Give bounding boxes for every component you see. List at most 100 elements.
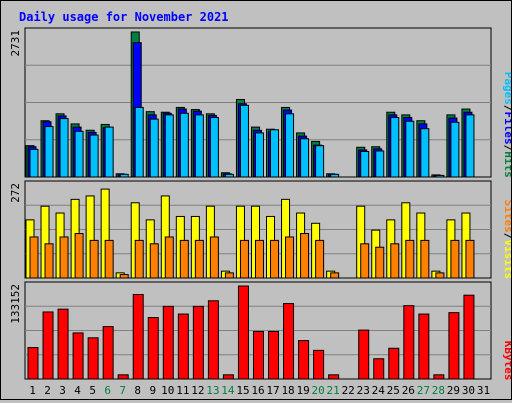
- top-bar-pages: [239, 104, 249, 178]
- top-bar-pages: [270, 129, 280, 178]
- legend-text: Hits: [502, 151, 511, 178]
- middle-bar-sites: [119, 274, 129, 279]
- middle-bar-sites: [330, 272, 340, 279]
- middle-bar-sites: [450, 239, 460, 279]
- x-tick-label: 21: [327, 384, 340, 397]
- x-tick-label: 20: [312, 384, 325, 397]
- middle-bar-sites: [270, 239, 280, 279]
- x-tick-label: 30: [462, 384, 475, 397]
- top-bar-pages: [164, 114, 174, 178]
- x-tick-label: 31: [477, 384, 490, 397]
- x-tick-label: 26: [402, 384, 415, 397]
- bottom-max-label: 133152: [9, 284, 22, 324]
- x-tick-label: 25: [387, 384, 400, 397]
- x-tick-label: 4: [74, 384, 81, 397]
- x-tick-label: 2: [44, 384, 51, 397]
- middle-legend: Sites/Visits: [502, 200, 511, 280]
- middle-bar-sites: [224, 272, 234, 279]
- bottom-bar-kbytes: [207, 300, 219, 380]
- x-tick-label: 14: [221, 384, 235, 397]
- x-tick-label: 29: [447, 384, 460, 397]
- top-bar-pages: [285, 113, 295, 178]
- bottom-bar-kbytes: [252, 331, 264, 380]
- x-tick-label: 11: [176, 384, 189, 397]
- x-tick-label: 8: [134, 384, 141, 397]
- x-tick-label: 9: [149, 384, 156, 397]
- top-bar-pages: [375, 150, 385, 178]
- bottom-bar-kbytes: [373, 358, 385, 380]
- bottom-bar-kbytes: [102, 326, 114, 380]
- x-tick-label: 16: [251, 384, 264, 397]
- middle-bar-sites: [360, 243, 370, 279]
- middle-bar-sites: [134, 239, 144, 279]
- top-bar-pages: [300, 138, 310, 178]
- top-bar-pages: [179, 112, 189, 178]
- bottom-bar-kbytes: [87, 337, 99, 380]
- middle-bar-sites: [164, 236, 174, 279]
- bottom-bar-kbytes: [147, 317, 159, 380]
- x-tick-label: 3: [59, 384, 66, 397]
- top-bar-pages: [89, 134, 99, 178]
- top-bar-pages: [254, 132, 264, 178]
- x-tick-label: 15: [236, 384, 249, 397]
- top-bar-pages: [224, 173, 234, 178]
- middle-bar-sites: [194, 239, 204, 279]
- x-tick-label: 22: [342, 384, 355, 397]
- bottom-bar-kbytes: [162, 305, 174, 380]
- legend-text: /: [502, 105, 511, 112]
- bottom-bar-kbytes: [403, 305, 415, 380]
- bottom-bar-kbytes: [313, 349, 325, 380]
- middle-bar-sites: [465, 239, 475, 279]
- bottom-bar-kbytes: [268, 331, 280, 380]
- top-legend: Pages/Files/Hits: [502, 72, 511, 178]
- x-tick-label: 23: [357, 384, 370, 397]
- top-bar-pages: [134, 106, 144, 178]
- middle-bar-sites: [435, 272, 445, 279]
- top-bar-pages: [59, 118, 69, 178]
- bottom-bar-kbytes: [117, 374, 129, 380]
- bottom-bar-kbytes: [57, 308, 69, 380]
- top-bar-pages: [44, 126, 54, 178]
- x-tick-label: 1: [29, 384, 36, 397]
- bottom-bar-kbytes: [433, 374, 445, 380]
- top-bar-pages: [194, 114, 204, 178]
- middle-bar-sites: [44, 243, 54, 279]
- legend-text: /: [502, 145, 511, 152]
- x-tick-label: 7: [119, 384, 126, 397]
- top-bar-pages: [29, 148, 39, 178]
- middle-bar-sites: [239, 239, 249, 279]
- bottom-bar-kbytes: [192, 305, 204, 380]
- top-bar-pages: [405, 120, 415, 178]
- top-bar-pages: [360, 151, 370, 178]
- legend-text: Pages: [502, 72, 511, 105]
- bottom-bar-kbytes: [298, 340, 310, 380]
- legend-text: Sites: [502, 200, 511, 233]
- bottom-bar-kbytes: [132, 293, 144, 380]
- x-tick-label: 18: [281, 384, 294, 397]
- middle-bar-sites: [209, 236, 219, 279]
- legend-text: Files: [502, 112, 511, 145]
- bottom-bar-kbytes: [448, 312, 460, 380]
- middle-bar-sites: [149, 243, 159, 279]
- middle-bar-sites: [89, 239, 99, 279]
- bottom-bar-kbytes: [418, 313, 430, 380]
- bottom-bar-kbytes: [283, 303, 295, 380]
- top-bar-pages: [465, 114, 475, 178]
- middle-bar-sites: [285, 236, 295, 279]
- middle-bar-sites: [315, 239, 325, 279]
- middle-bar-sites: [420, 239, 430, 279]
- top-bar-pages: [119, 173, 129, 178]
- top-bar-pages: [420, 128, 430, 178]
- bottom-bar-kbytes: [388, 347, 400, 380]
- bottom-bar-kbytes: [42, 311, 54, 380]
- top-bar-pages: [149, 118, 159, 178]
- middle-panel: 272 Sites/Visits: [9, 180, 512, 280]
- top-bar-pages: [209, 117, 219, 178]
- x-tick-label: 19: [296, 384, 309, 397]
- middle-bar-sites: [405, 239, 415, 279]
- middle-bar-sites: [59, 236, 69, 279]
- bottom-bar-kbytes: [328, 374, 340, 380]
- bottom-bar-kbytes: [358, 329, 370, 380]
